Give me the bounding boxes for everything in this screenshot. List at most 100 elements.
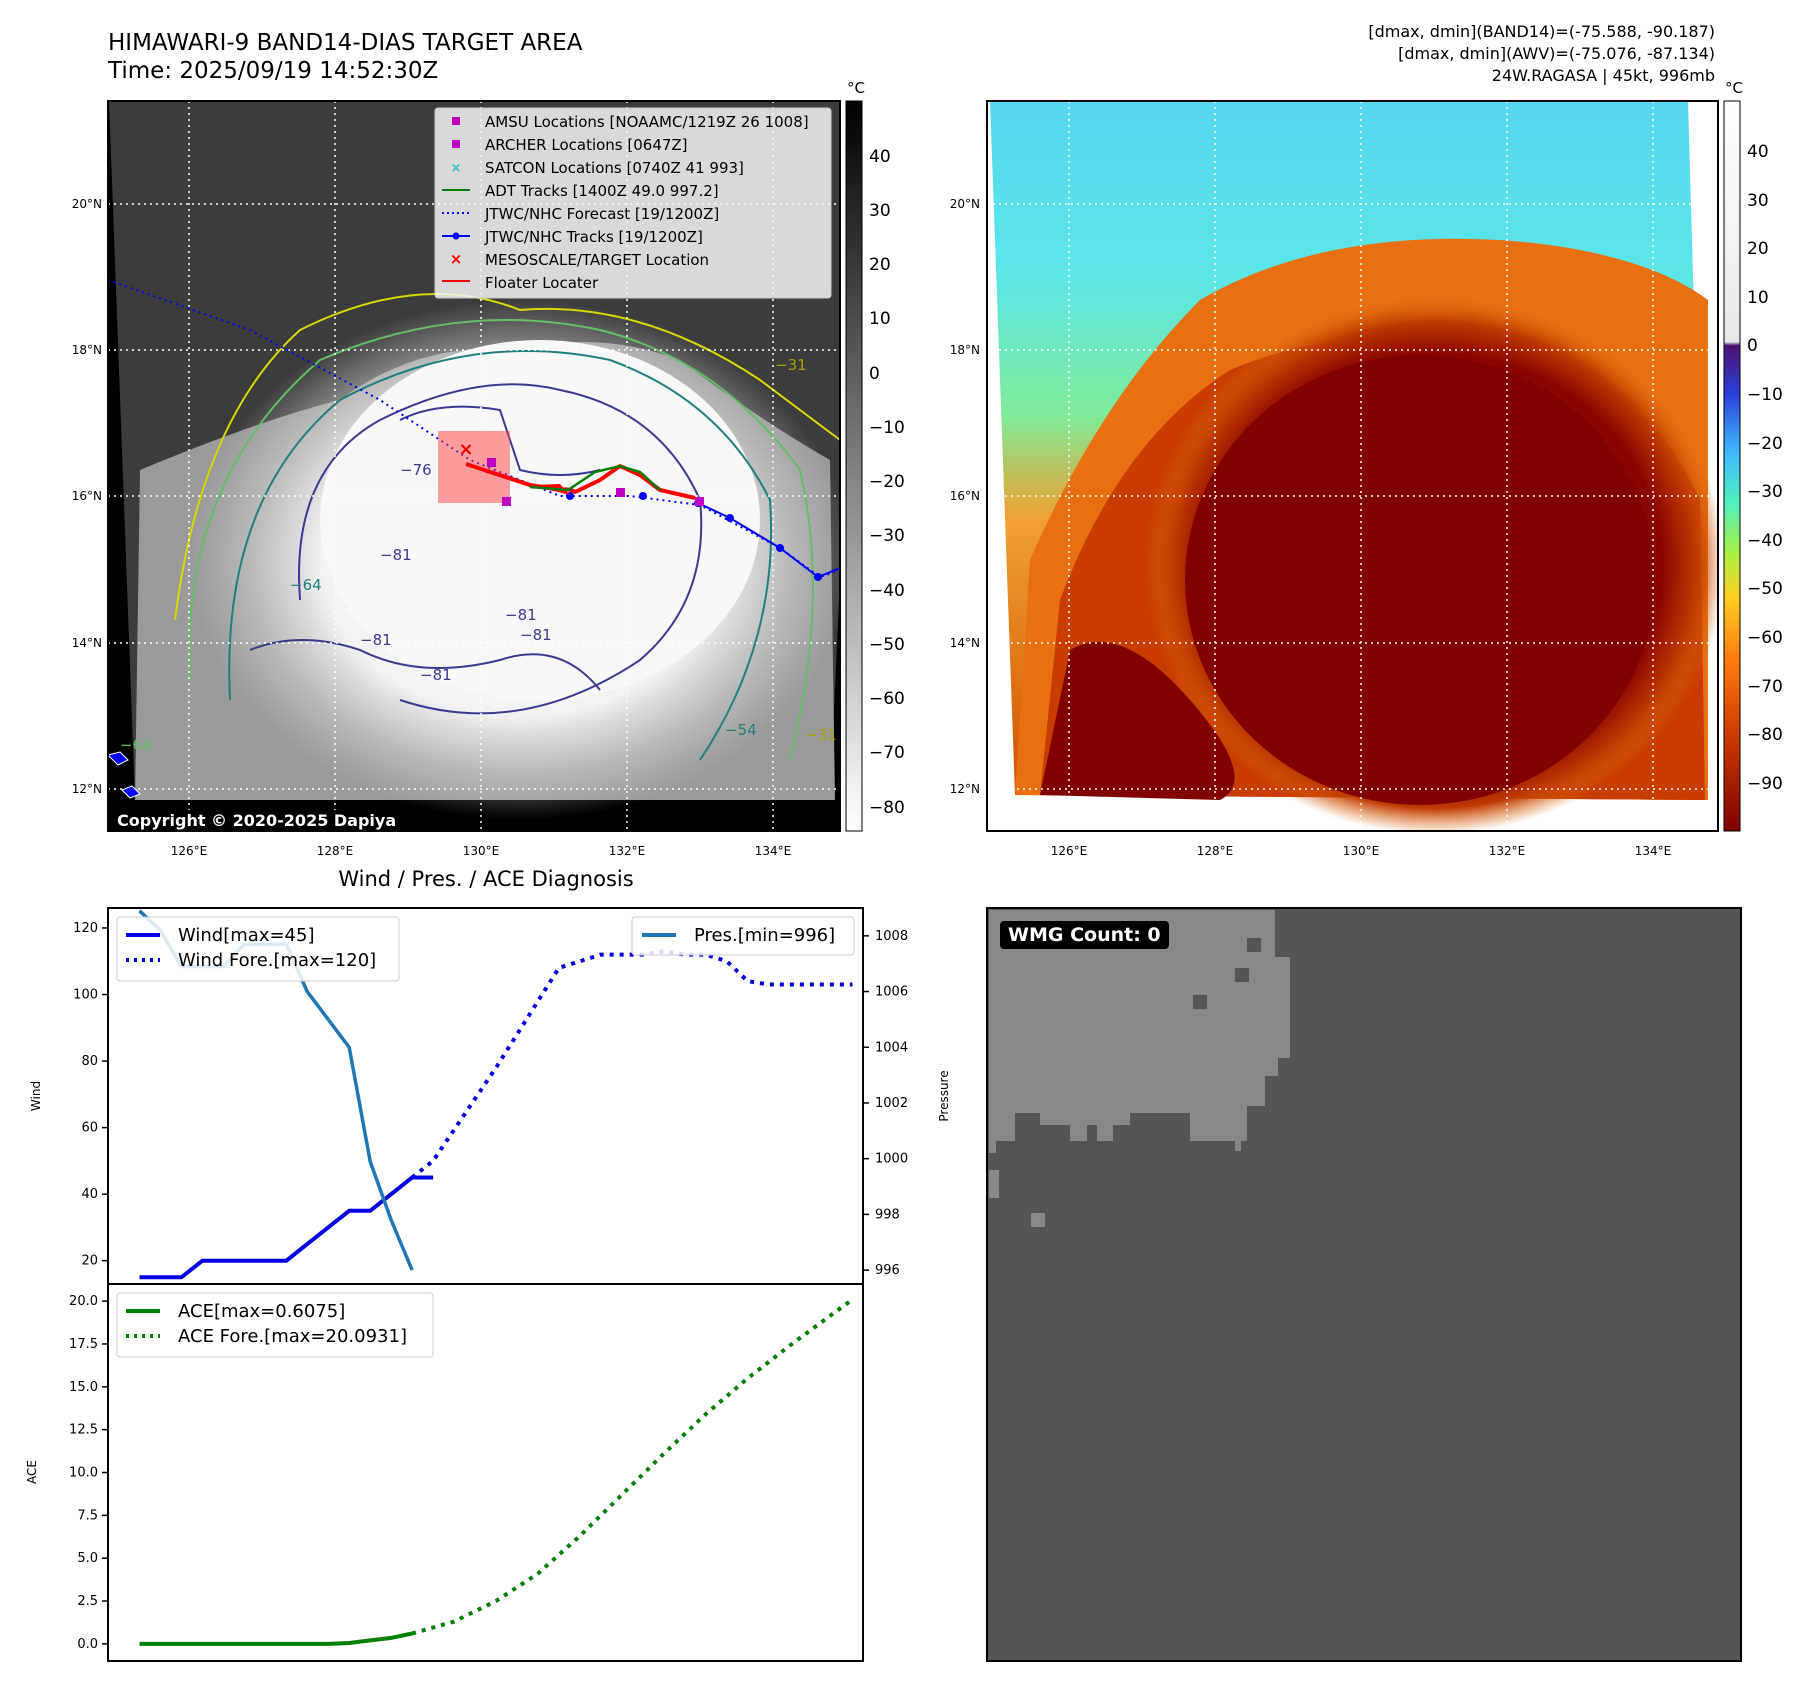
awv-cbar-tick: 30 — [1747, 191, 1769, 211]
contour-label: −81 — [505, 606, 537, 624]
ir-cbar-tick: −50 — [869, 635, 905, 655]
legend-forecast: JTWC/NHC Forecast [19/1200Z] — [484, 205, 719, 223]
legend-satcon: SATCON Locations [0740Z 41 993] — [485, 159, 744, 177]
pressure-ytick-label: 996 — [875, 1263, 900, 1278]
lat-label: 20°N — [72, 197, 102, 211]
ir-cbar-tick: −20 — [869, 472, 905, 492]
pressure-legend: Pres.[min=996] — [631, 916, 855, 956]
ir-map-axis-labels: 126°E 128°E 130°E 132°E 134°E 20°N 18°N … — [72, 197, 792, 858]
lon-label: 130°E — [1343, 844, 1380, 858]
lat-label: 12°N — [72, 782, 102, 796]
ir-cbar-tick: 30 — [869, 201, 891, 221]
wmg-land-mask — [989, 910, 1290, 1153]
awv-cbar-tick: −70 — [1747, 677, 1783, 697]
lat-label: 18°N — [72, 343, 102, 357]
archer-legend-icon — [452, 140, 460, 148]
awv-stats: [dmax, dmin](AWV)=(-75.076, -87.134) — [1398, 44, 1715, 63]
ir-colorbar-unit: °C — [847, 79, 865, 97]
contour-label: −31 — [805, 726, 837, 744]
ace-line — [139, 1631, 413, 1646]
ace-ytick-label: 12.5 — [69, 1423, 98, 1438]
contour-label: −81 — [360, 631, 392, 649]
lon-label: 130°E — [463, 844, 500, 858]
legend-archer: ARCHER Locations [0647Z] — [485, 136, 688, 154]
pressure-ytick-label: 1002 — [875, 1096, 908, 1111]
lon-label: 134°E — [755, 844, 792, 858]
ace-legend: ACE[max=0.6075] ACE Fore.[max=20.0931] — [116, 1292, 434, 1358]
awv-cbar-tick: −90 — [1747, 774, 1783, 794]
diagnosis-title: Wind / Pres. / ACE Diagnosis — [338, 867, 633, 891]
lon-label: 126°E — [171, 844, 208, 858]
ir-cbar-tick: −60 — [869, 689, 905, 709]
ir-cbar-tick: −30 — [869, 526, 905, 546]
ir-cbar-tick: −10 — [869, 418, 905, 438]
lat-label: 14°N — [72, 636, 102, 650]
wind-axis-label: Wind — [29, 1081, 43, 1111]
awv-cbar-tick: −20 — [1747, 434, 1783, 454]
wind-ytick-label: 60 — [81, 1121, 98, 1136]
figure-timestamp: Time: 2025/09/19 14:52:30Z — [108, 58, 439, 84]
wind-legend: Wind[max=45] Wind Fore.[max=120] — [116, 916, 400, 982]
ir-cbar-tick: −80 — [869, 798, 905, 818]
ir-colorbar: °C 40 30 20 10 0 −10 −20 −30 −40 −50 −60… — [845, 79, 905, 832]
wind-ytick-label: 100 — [73, 988, 98, 1003]
contour-label: −64 — [290, 576, 322, 594]
map-legend: × × AMSU Locations [NOAAMC/1219Z 26 1008… — [434, 107, 832, 299]
awv-map-frame — [986, 100, 1719, 832]
ace-legend-label: ACE[max=0.6075] — [178, 1301, 345, 1322]
pressure-ytick-label: 1000 — [875, 1152, 908, 1167]
lat-label: 20°N — [950, 197, 980, 211]
contour-label: −76 — [400, 461, 432, 479]
lon-label: 132°E — [609, 844, 646, 858]
figure-title: HIMAWARI-9 BAND14-DIAS TARGET AREA — [108, 30, 583, 56]
wind-pressure-panel: 20 40 60 80 100 120 996 998 1000 1002 1004 1006 100… — [29, 907, 951, 1285]
ir-cbar-tick: −70 — [869, 743, 905, 763]
lat-label: 12°N — [950, 782, 980, 796]
band14-stats: [dmax, dmin](BAND14)=(-75.588, -90.187) — [1368, 22, 1715, 41]
storm-info: 24W.RAGASA | 45kt, 996mb — [1491, 66, 1715, 85]
wind-ytick-label: 40 — [81, 1187, 98, 1202]
wind-fore-legend-label: Wind Fore.[max=120] — [178, 950, 376, 971]
ace-ytick-label: 0.0 — [77, 1637, 98, 1652]
pressure-ytick-label: 1006 — [875, 985, 908, 1000]
contour-label: −81 — [420, 666, 452, 684]
ace-panel: 0.0 2.5 5.0 7.5 10.0 12.5 15.0 17.5 20.0 ACE ACE… — [25, 1283, 864, 1662]
pressure-ytick-label: 1004 — [875, 1040, 908, 1055]
awv-colorbar: °C 40 30 20 10 0 −10 −20 −30 −40 −50 −60… — [1723, 79, 1783, 832]
mesoscale-target-marker: × — [458, 439, 473, 460]
wind-line — [139, 1175, 434, 1280]
amsu-markers — [487, 458, 704, 506]
ace-ytick-label: 17.5 — [69, 1337, 98, 1352]
ace-forecast-line — [411, 1297, 854, 1636]
legend-tracks: JTWC/NHC Tracks [19/1200Z] — [484, 228, 703, 246]
ace-fore-legend-label: ACE Fore.[max=20.0931] — [178, 1326, 407, 1347]
awv-cbar-tick: −30 — [1747, 482, 1783, 502]
legend-mesoscale: MESOSCALE/TARGET Location — [485, 251, 709, 269]
wind-ytick-label: 120 — [73, 921, 98, 936]
pressure-axis-label: Pressure — [937, 1070, 951, 1121]
lat-label: 16°N — [950, 489, 980, 503]
awv-cbar-tick: 10 — [1747, 288, 1769, 308]
awv-cbar-tick: −80 — [1747, 725, 1783, 745]
pressure-ytick-label: 998 — [875, 1207, 900, 1222]
awv-cbar-tick: −10 — [1747, 385, 1783, 405]
wind-forecast-line — [410, 949, 853, 1180]
awv-map-panel — [986, 100, 1719, 832]
awv-cbar-tick: −60 — [1747, 628, 1783, 648]
ace-ytick-label: 15.0 — [69, 1380, 98, 1395]
ir-contour-labels: −76 −81 −81 −81 −81 −81 −64 −64 −54 −31 … — [120, 356, 837, 754]
wind-legend-label: Wind[max=45] — [178, 925, 315, 946]
awv-cbar-tick: 40 — [1747, 142, 1769, 162]
contour-label: −81 — [380, 546, 412, 564]
ir-cbar-tick: −40 — [869, 581, 905, 601]
ace-axis-label: ACE — [25, 1460, 39, 1484]
awv-cbar-tick: 20 — [1747, 239, 1769, 259]
wind-ytick-label: 20 — [81, 1254, 98, 1269]
awv-colorbar-unit: °C — [1725, 79, 1743, 97]
ace-ytick-label: 10.0 — [69, 1466, 98, 1481]
lon-label: 128°E — [1197, 844, 1234, 858]
lat-label: 14°N — [950, 636, 980, 650]
contour-label: −81 — [520, 626, 552, 644]
wmg-panel — [986, 907, 1742, 1662]
lon-label: 132°E — [1489, 844, 1526, 858]
